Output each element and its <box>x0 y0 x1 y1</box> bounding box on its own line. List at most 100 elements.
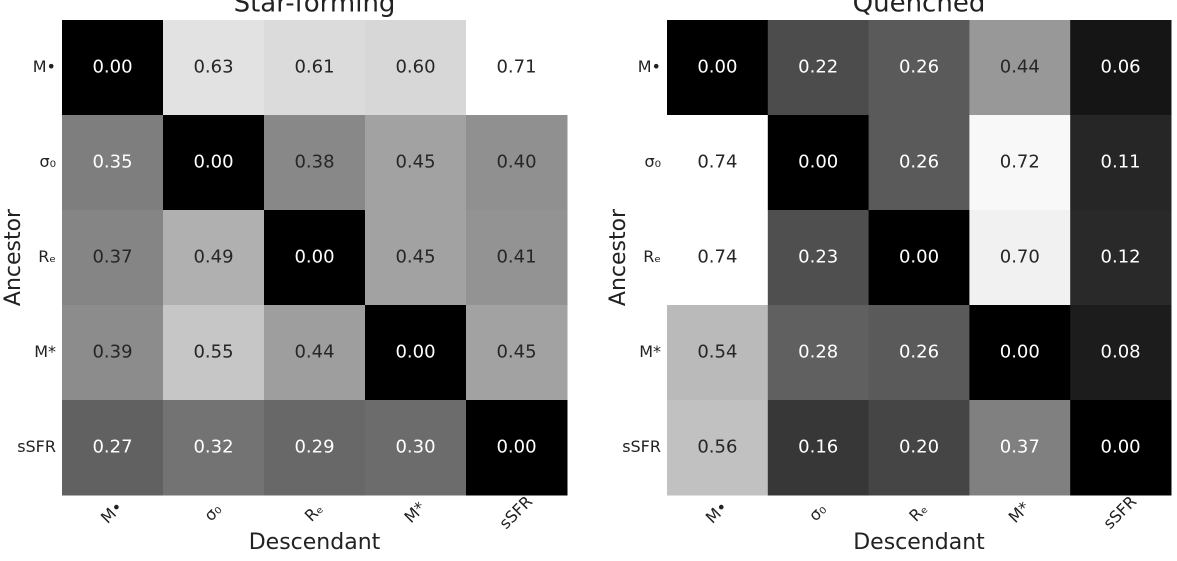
cell-label: 0.00 <box>496 437 536 458</box>
cell <box>1070 400 1172 496</box>
cell-label: 0.00 <box>697 57 737 78</box>
chart-title: Quenched <box>853 0 986 19</box>
cell <box>264 400 366 496</box>
cell-label: 0.08 <box>1101 342 1141 363</box>
cell <box>667 20 769 116</box>
cell <box>62 305 164 401</box>
y-tick-label: sSFR <box>17 437 56 456</box>
cell-label: 0.16 <box>798 437 838 458</box>
cell <box>969 305 1071 401</box>
cell <box>868 400 970 496</box>
cell <box>62 20 164 116</box>
x-tick-label: Rₑ <box>301 499 327 525</box>
cell-label: 0.00 <box>193 152 233 173</box>
cell-label: 0.06 <box>1101 57 1141 78</box>
cell-label: 0.74 <box>697 152 737 173</box>
cell <box>163 400 265 496</box>
cell <box>667 115 769 211</box>
cell <box>667 400 769 496</box>
cell-label: 0.60 <box>395 57 435 78</box>
cell-label: 0.29 <box>294 437 334 458</box>
cell-label: 0.44 <box>294 342 334 363</box>
y-tick-label: Rₑ <box>38 247 56 266</box>
cell-label: 0.41 <box>496 247 536 268</box>
cell <box>466 400 568 496</box>
x-tick-label: M• <box>702 497 732 527</box>
cell-label: 0.20 <box>899 437 939 458</box>
cell <box>767 400 870 496</box>
cell-label: 0.00 <box>798 152 838 173</box>
cell <box>163 20 265 116</box>
cell-label: 0.45 <box>395 247 435 268</box>
y-tick-label: M* <box>34 342 56 361</box>
cell <box>969 20 1071 116</box>
cell-label: 0.40 <box>496 152 536 173</box>
cell <box>868 20 970 116</box>
cell-label: 0.27 <box>92 437 132 458</box>
x-tick-label: M• <box>97 497 127 527</box>
cell <box>969 115 1071 211</box>
y-tick-label: σ₀ <box>644 152 661 171</box>
cell-label: 0.30 <box>395 437 435 458</box>
cell-label: 0.45 <box>496 342 536 363</box>
y-tick-label: σ₀ <box>39 152 56 171</box>
cell <box>163 210 265 306</box>
cell <box>667 305 769 401</box>
cell-label: 0.61 <box>294 57 334 78</box>
cell <box>264 210 366 306</box>
cell <box>365 305 467 401</box>
cell-label: 0.00 <box>899 247 939 268</box>
cell <box>264 115 366 211</box>
cell <box>868 305 970 401</box>
cell-label: 0.11 <box>1101 152 1141 173</box>
cell-label: 0.22 <box>798 57 838 78</box>
cell <box>767 115 870 211</box>
cell-label: 0.26 <box>899 152 939 173</box>
cell <box>767 305 870 401</box>
y-tick-label: Rₑ <box>643 247 661 266</box>
cell-label: 0.54 <box>697 342 737 363</box>
cell <box>969 400 1071 496</box>
cell <box>163 305 265 401</box>
y-tick-label: M* <box>639 342 661 361</box>
x-axis-label: Descendant <box>853 530 985 555</box>
cell-label: 0.70 <box>1000 247 1040 268</box>
x-tick-label: Rₑ <box>905 499 931 525</box>
cell <box>1070 305 1172 401</box>
cell <box>466 210 568 306</box>
cell-label: 0.00 <box>1101 437 1141 458</box>
cell <box>1070 115 1172 211</box>
chart-title: Star-forming <box>234 0 396 19</box>
x-tick-label: sSFR <box>1099 492 1140 533</box>
heatmap: 0.00 0.22 0.26 0.44 0.06 0.74 0.00 0.26 0.72 0.11… <box>667 20 1172 496</box>
x-tick-label: sSFR <box>495 492 536 533</box>
y-tick-label: sSFR <box>622 437 661 456</box>
cell-label: 0.32 <box>193 437 233 458</box>
cell-label: 0.63 <box>193 57 233 78</box>
x-axis-label: Descendant <box>249 530 381 555</box>
cell <box>365 400 467 496</box>
cell-label: 0.74 <box>697 247 737 268</box>
x-tick-label: σ₀ <box>200 500 225 525</box>
x-tick-label: M* <box>400 498 429 527</box>
y-axis-label: Ancestor <box>606 208 631 306</box>
cell <box>365 115 467 211</box>
cell-label: 0.23 <box>798 247 838 268</box>
y-tick-label: M• <box>638 57 661 76</box>
cell-label: 0.37 <box>1000 437 1040 458</box>
cell <box>62 115 164 211</box>
cell <box>365 20 467 116</box>
cell-label: 0.38 <box>294 152 334 173</box>
cell <box>264 305 366 401</box>
cell <box>466 20 568 116</box>
cell <box>163 115 265 211</box>
cell-label: 0.37 <box>92 247 132 268</box>
cell-label: 0.26 <box>899 342 939 363</box>
cell-label: 0.35 <box>92 152 132 173</box>
cell-label: 0.12 <box>1101 247 1141 268</box>
cell <box>868 210 970 306</box>
x-tick-label: σ₀ <box>805 500 830 525</box>
cell <box>62 210 164 306</box>
cell-label: 0.00 <box>92 57 132 78</box>
